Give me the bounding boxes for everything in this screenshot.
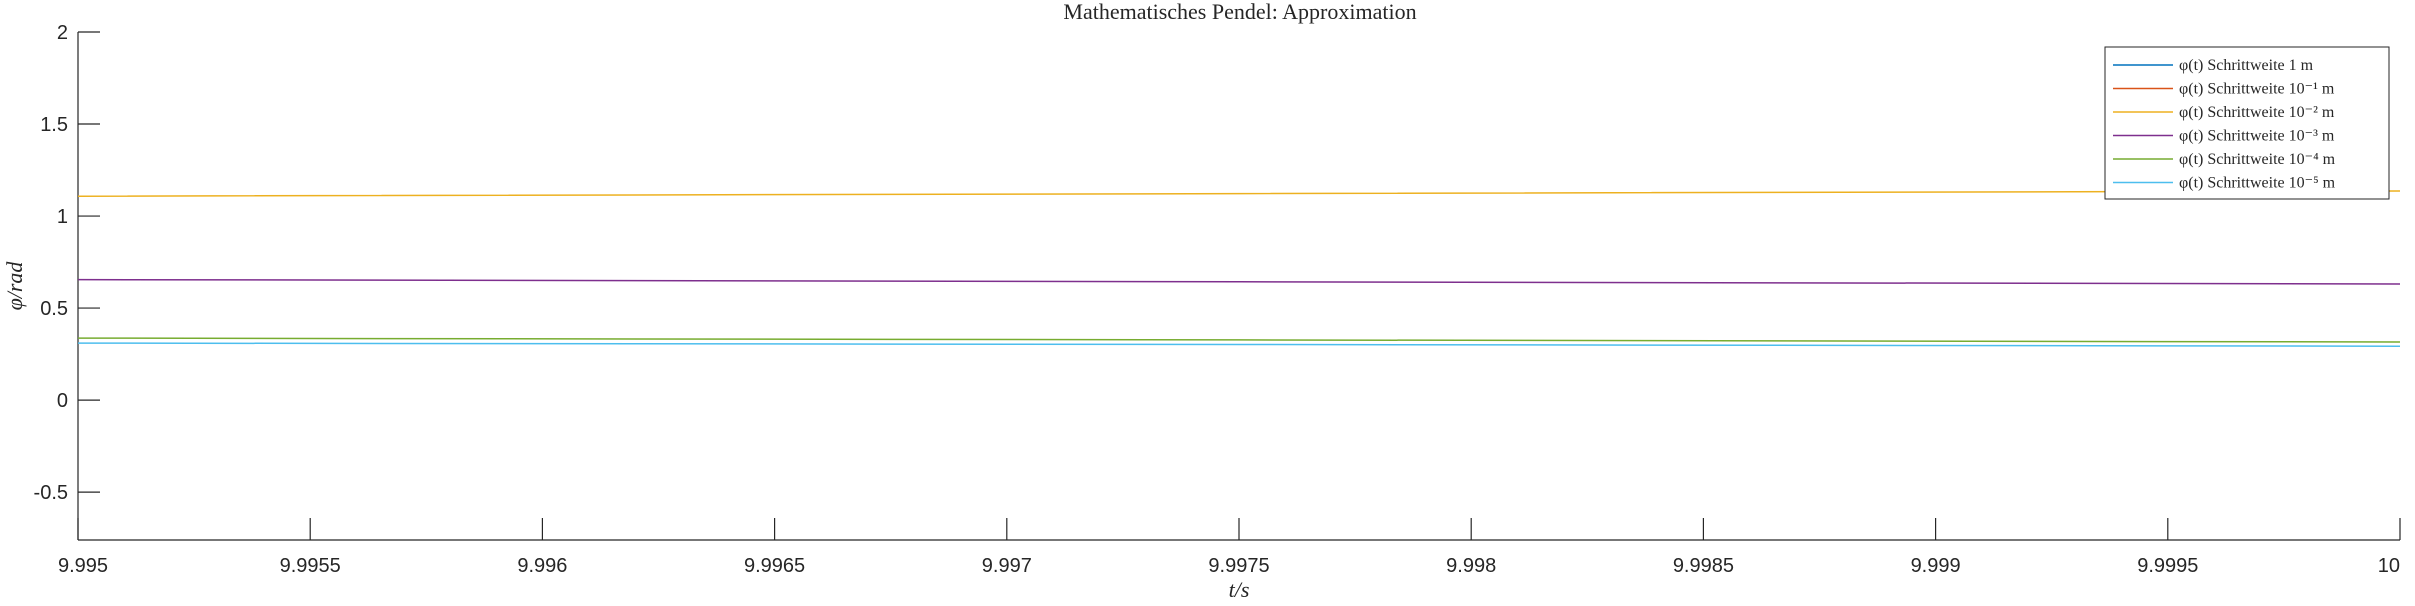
- y-axis-ticks: -0.5 0 0.5 1 1.5 2: [34, 22, 100, 504]
- legend-label-5: φ(t) Schrittweite 10⁻⁴ m: [2179, 151, 2336, 168]
- series-line-3: [77, 190, 2401, 197]
- x-tick-label: 9.9985: [1673, 555, 1734, 577]
- y-tick-label: 2: [57, 22, 68, 44]
- x-tick-label: 9.998: [1446, 555, 1496, 577]
- series-lines: [77, 190, 2401, 347]
- x-tick-label: 9.9965: [744, 555, 805, 577]
- axes: [77, 32, 2400, 541]
- legend-label-3: φ(t) Schrittweite 10⁻² m: [2179, 104, 2335, 121]
- legend-label-2: φ(t) Schrittweite 10⁻¹ m: [2179, 81, 2335, 98]
- series-line-4: [77, 278, 2401, 285]
- legend-label-6: φ(t) Schrittweite 10⁻⁵ m: [2179, 175, 2336, 192]
- x-tick-label: 9.9975: [1208, 555, 1269, 577]
- x-axis-ticks: 9.995 9.9955 9.996 9.9965 9.997 9.9975 9.998 9.…: [58, 518, 2401, 577]
- x-tick-label: 10: [2378, 555, 2400, 577]
- y-tick-label: 1: [57, 206, 68, 228]
- y-tick-label: -0.5: [34, 482, 68, 504]
- legend: φ(t) Schrittweite 1 m φ(t) Schrittweite 1…: [2104, 46, 2390, 200]
- x-tick-label: 9.999: [1911, 555, 1961, 577]
- legend-label-1: φ(t) Schrittweite 1 m: [2179, 57, 2314, 74]
- x-tick-label: 9.9955: [280, 555, 341, 577]
- legend-box: [2104, 46, 2390, 200]
- x-tick-label: 9.997: [982, 555, 1032, 577]
- legend-items: φ(t) Schrittweite 1 m φ(t) Schrittweite 1…: [2113, 57, 2336, 192]
- x-tick-label: 9.9995: [2137, 555, 2198, 577]
- series-line-5: [77, 337, 2401, 343]
- y-tick-label: 0: [57, 390, 68, 412]
- series-line-6: [77, 342, 2401, 347]
- y-tick-label: 1.5: [40, 114, 68, 136]
- chart-title: Mathematisches Pendel: Approximation: [1063, 0, 1416, 24]
- x-tick-label: 9.995: [58, 555, 108, 577]
- y-axis-label: φ/rad: [2, 261, 27, 311]
- legend-label-4: φ(t) Schrittweite 10⁻³ m: [2179, 128, 2335, 145]
- x-tick-label: 9.996: [517, 555, 567, 577]
- y-tick-label: 0.5: [40, 298, 68, 320]
- x-axis-label: t/s: [1229, 577, 1250, 602]
